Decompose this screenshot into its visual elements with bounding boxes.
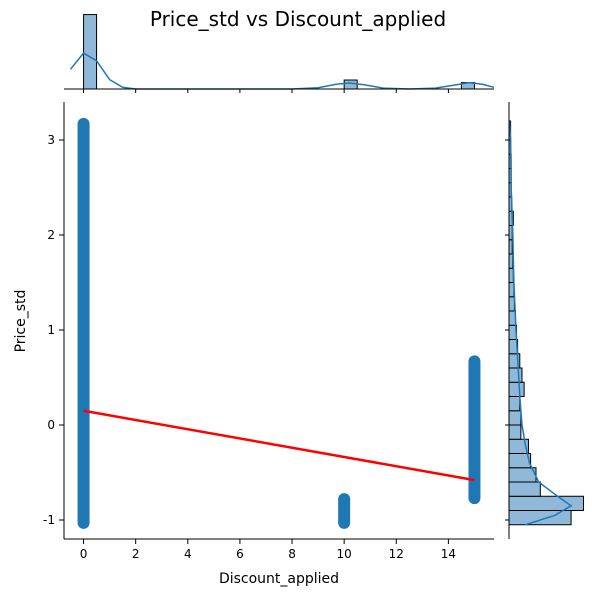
chart-title: Price_std vs Discount_applied bbox=[150, 7, 446, 31]
y-axis-label: Price_std bbox=[13, 290, 29, 353]
marginal-x-kde-line bbox=[69, 52, 495, 90]
marginal-x-bars bbox=[83, 14, 475, 90]
y-tick-label: 1 bbox=[47, 323, 55, 337]
x-tick-label: 6 bbox=[236, 547, 244, 561]
marginal-y-bars bbox=[508, 120, 585, 526]
x-tick-label: 0 bbox=[80, 547, 88, 561]
marginal-y-bar bbox=[508, 410, 522, 426]
y-tick-label: 3 bbox=[47, 133, 55, 147]
marginal-y-bar bbox=[508, 296, 515, 312]
x-axis-ticks: 0 2 4 6 8 10 12 14 bbox=[80, 539, 456, 561]
marginal-y-bar bbox=[508, 253, 514, 269]
y-tick-label: -1 bbox=[43, 513, 55, 527]
marginal-y-bar bbox=[508, 282, 515, 298]
x-tick-label: 10 bbox=[337, 547, 352, 561]
x-tick-label: 12 bbox=[389, 547, 404, 561]
marginal-y-bar bbox=[508, 510, 572, 526]
regression-line bbox=[83, 409, 475, 482]
x-tick-label: 8 bbox=[288, 547, 296, 561]
marginal-y-bar bbox=[508, 367, 523, 383]
y-tick-label: 2 bbox=[47, 228, 55, 242]
marginal-x-bar bbox=[83, 14, 98, 90]
marginal-x-panel bbox=[64, 14, 495, 93]
marginal-y-bar bbox=[508, 381, 525, 397]
x-tick-label: 2 bbox=[132, 547, 140, 561]
marginal-y-bar bbox=[508, 267, 514, 283]
y-axis-ticks: -1 0 1 2 3 bbox=[43, 133, 64, 527]
marginal-y-panel bbox=[505, 102, 585, 539]
x-tick-label: 4 bbox=[184, 547, 192, 561]
marginal-x-ticks bbox=[83, 89, 449, 93]
x-axis-label: Discount_applied bbox=[219, 571, 339, 587]
y-tick-label: 0 bbox=[47, 418, 55, 432]
marginal-y-ticks bbox=[505, 139, 509, 521]
marginal-y-bar bbox=[508, 467, 537, 483]
scatter-points bbox=[77, 117, 481, 529]
marginal-y-bar bbox=[508, 481, 541, 497]
marginal-x-bar bbox=[343, 79, 358, 90]
marginal-y-kde-line bbox=[508, 120, 573, 526]
marginal-y-bar bbox=[508, 495, 585, 511]
marginal-y-bar bbox=[508, 396, 521, 412]
x-tick-label: 14 bbox=[441, 547, 456, 561]
marginal-y-bar bbox=[508, 424, 522, 440]
